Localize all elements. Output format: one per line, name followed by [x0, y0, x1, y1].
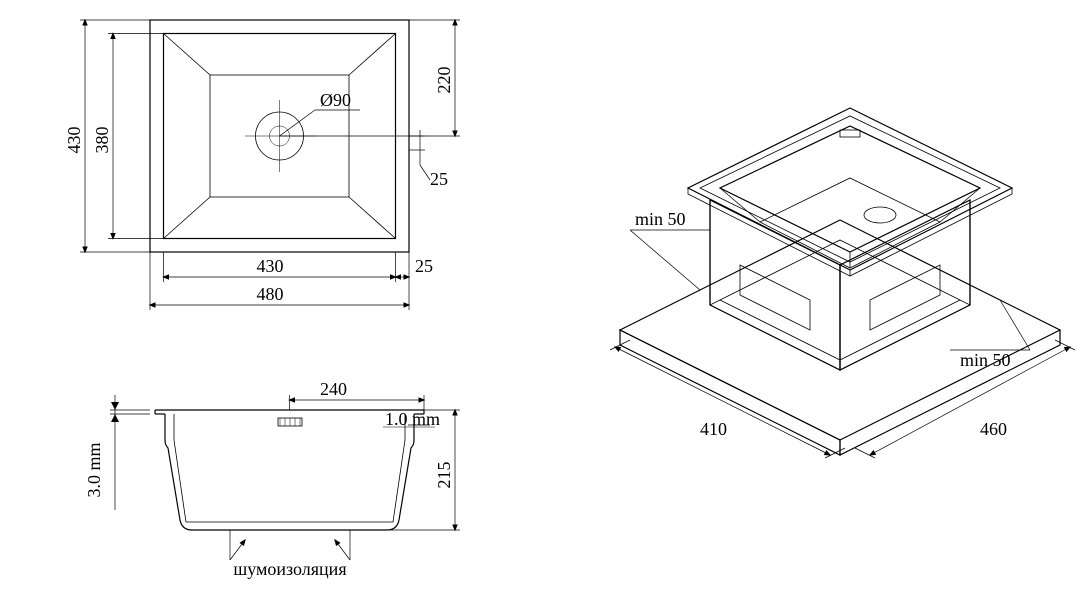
dim-25h: 25 — [415, 256, 433, 276]
iso-view: min 50 min 50 410 460 — [610, 108, 1075, 458]
dim-410: 410 — [700, 419, 727, 439]
sink-rim-top — [688, 108, 1012, 270]
side-view: 240 215 1.0 mm 3.0 mm шумоизоляция — [84, 379, 460, 579]
dim-3mm: 3.0 mm — [84, 442, 104, 497]
dim-460: 460 — [980, 419, 1007, 439]
dim-dia90: Ø90 — [320, 90, 351, 110]
min50-2: min 50 — [960, 350, 1011, 370]
dim-430w: 430 — [257, 256, 284, 276]
min50-1: min 50 — [635, 209, 686, 229]
bottom-label: шумоизоляция — [233, 559, 346, 579]
dim-240: 240 — [320, 379, 347, 399]
dim-220: 220 — [434, 67, 454, 94]
dim-380: 380 — [92, 127, 112, 154]
dim-215: 215 — [434, 462, 454, 489]
iso-drain — [864, 207, 896, 223]
dim-25v: 25 — [430, 169, 448, 189]
dim-430h: 430 — [64, 127, 84, 154]
dim-480: 480 — [257, 284, 284, 304]
top-view: 480 430 25 430 380 220 25 Ø90 — [64, 20, 460, 310]
dim-1mm: 1.0 mm — [385, 409, 440, 429]
